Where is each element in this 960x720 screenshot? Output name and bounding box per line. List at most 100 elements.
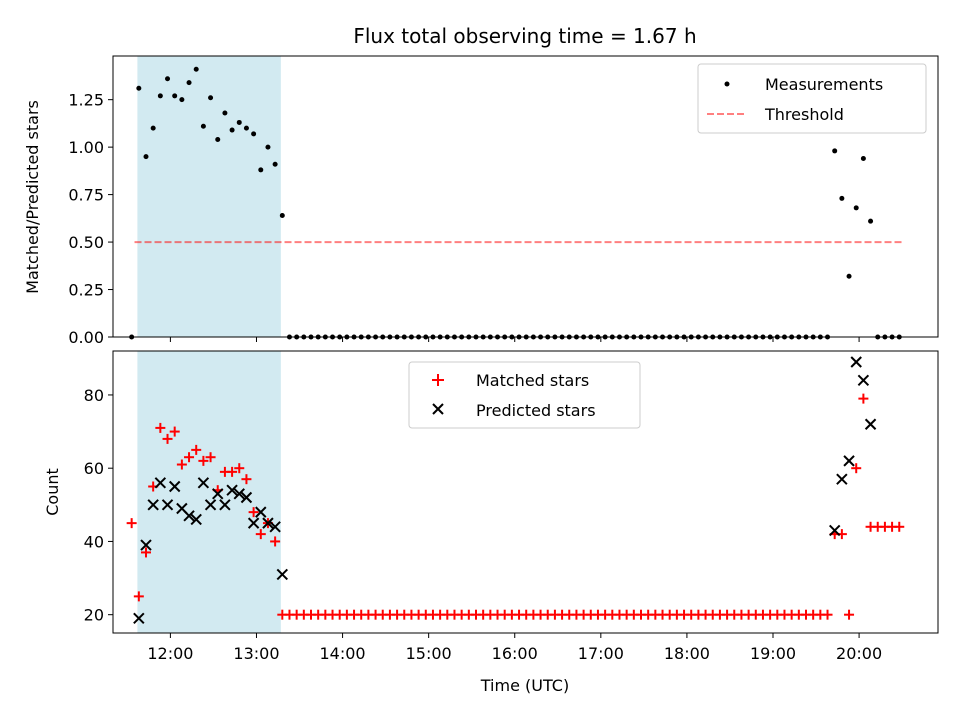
counts-shaded-interval: [137, 351, 281, 633]
predicted-star-marker: [247, 517, 260, 529]
measurement-point: [186, 80, 192, 86]
y-tick-label: 0.25: [68, 281, 104, 300]
y-tick-label: 0.00: [68, 328, 104, 347]
measurement-point: [853, 205, 859, 211]
predicted-stars-points: [133, 356, 877, 625]
matched-star-marker: [141, 547, 151, 558]
x-tick-label: 19:00: [750, 644, 796, 663]
predicted-star-marker: [240, 491, 253, 504]
matched-star-marker: [191, 444, 202, 455]
predicted-star-marker: [828, 524, 841, 537]
predicted-star-marker: [836, 473, 848, 485]
legend-measurements-marker: [724, 81, 730, 87]
chart-title: Flux total observing time = 1.67 h: [353, 24, 696, 48]
predicted-star-marker: [168, 480, 181, 493]
measurement-point: [243, 125, 249, 131]
shaded-interval-band: [137, 351, 281, 633]
predicted-star-marker: [154, 477, 167, 489]
matched-star-marker: [234, 463, 245, 474]
y-tick-label: 0.75: [68, 186, 104, 205]
shaded-interval-band: [137, 56, 281, 337]
counts-y-axis-label: Count: [43, 468, 62, 516]
measurement-point: [258, 167, 264, 173]
ratio-panel: 0.00 0.25 0.50 0.75 1.00 1.25 Matched/Predict…: [23, 55, 939, 347]
counts-x-ticks: 12:00 13:00 14:00 15:00 16:00 17:00 18:00 19:00…: [147, 633, 882, 663]
measurement-point: [265, 144, 271, 150]
legend-threshold-label: Threshold: [764, 105, 844, 124]
x-tick-label: 15:00: [406, 644, 452, 663]
matched-star-marker: [133, 591, 144, 602]
matched-star-marker: [822, 609, 833, 620]
x-axis-label: Time (UTC): [480, 676, 569, 695]
matched-star-marker: [198, 455, 209, 466]
measurement-point: [215, 137, 221, 143]
predicted-star-marker: [857, 374, 870, 387]
measurement-point: [165, 76, 171, 82]
predicted-star-marker: [219, 499, 231, 511]
matched-star-marker: [126, 518, 137, 529]
measurement-point: [200, 123, 206, 129]
legend-predicted-marker: [432, 403, 444, 415]
x-tick-label: 14:00: [320, 644, 366, 663]
ratio-legend: Measurements Threshold: [697, 63, 927, 134]
measurement-point: [236, 119, 242, 125]
y-tick-label: 80: [84, 386, 104, 405]
ratio-legend-box: [697, 63, 927, 134]
measurement-point: [222, 110, 228, 116]
measurement-point: [860, 156, 866, 162]
measurement-point: [229, 127, 235, 133]
x-tick-label: 18:00: [664, 644, 710, 663]
ratio-plot-frame: [112, 55, 939, 338]
ratio-y-ticks: 0.00 0.25 0.50 0.75 1.00 1.25: [68, 91, 113, 347]
predicted-star-marker: [133, 612, 145, 625]
matched-star-marker: [205, 452, 216, 463]
measurement-point: [846, 273, 852, 279]
matched-star-marker: [851, 463, 862, 474]
predicted-star-marker: [197, 477, 210, 489]
predicted-star-marker: [161, 499, 174, 511]
predicted-star-marker: [226, 484, 238, 496]
matched-star-marker: [176, 459, 187, 470]
matched-star-marker: [241, 474, 252, 485]
measurement-point: [272, 161, 278, 167]
predicted-star-marker: [204, 499, 217, 511]
y-tick-label: 1.25: [68, 91, 104, 110]
matched-star-marker: [162, 433, 173, 444]
predicted-star-marker: [140, 539, 152, 551]
matched-star-marker: [227, 466, 238, 477]
predicted-star-marker: [255, 506, 267, 518]
predicted-star-marker: [276, 568, 289, 581]
counts-y-ticks: 20 40 60 80: [84, 386, 113, 625]
matched-stars-points: [126, 393, 905, 620]
matched-star-marker: [155, 422, 166, 433]
predicted-star-marker: [190, 513, 202, 526]
ratio-x-ticks: [169, 337, 860, 342]
matched-star-marker: [248, 507, 259, 518]
measurement-point: [208, 95, 214, 101]
measurement-point: [179, 97, 185, 103]
ratio-y-axis-label: Matched/Predicted stars: [23, 100, 42, 294]
predicted-star-marker: [212, 488, 224, 500]
measurement-point: [868, 218, 874, 224]
y-tick-label: 1.00: [68, 138, 104, 157]
matched-star-marker: [894, 521, 905, 532]
x-tick-label: 12:00: [147, 644, 193, 663]
measurement-point: [279, 212, 285, 218]
x-tick-label: 16:00: [492, 644, 538, 663]
predicted-star-marker: [147, 499, 159, 511]
counts-plot-frame: [112, 350, 939, 634]
measurement-point: [136, 85, 142, 91]
measurement-point: [150, 125, 156, 131]
x-tick-label: 13:00: [233, 644, 279, 663]
x-tick-label: 17:00: [578, 644, 624, 663]
predicted-star-marker: [864, 418, 877, 430]
y-tick-label: 60: [84, 459, 104, 478]
matched-star-marker: [858, 393, 869, 404]
measurement-point: [832, 148, 838, 154]
measurement-point: [839, 195, 845, 201]
measurement-point: [193, 66, 199, 72]
legend-matched-label: Matched stars: [476, 371, 589, 390]
legend-matched-marker: [432, 374, 444, 386]
